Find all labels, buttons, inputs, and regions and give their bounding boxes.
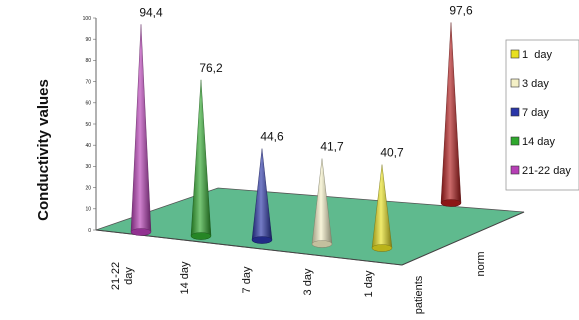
y-tick-label: 0 <box>88 228 91 234</box>
cone-body <box>190 79 212 240</box>
legend-label-7-day: 7 day <box>522 107 549 119</box>
value-label-1-day: 40,7 <box>380 146 404 160</box>
y-tick-label: 40 <box>85 143 91 149</box>
y-tick-label: 60 <box>85 101 91 107</box>
x-label-7-day: 7 day <box>241 266 253 293</box>
y-tick-label: 90 <box>85 37 91 43</box>
cone-norm <box>440 22 462 207</box>
legend-swatch-21-22-day <box>510 165 520 175</box>
cone-body <box>440 22 462 207</box>
depth-label-norm: norm <box>475 251 487 276</box>
y-axis-ticks: 0 10 20 30 40 50 60 70 80 90 100 <box>83 16 96 234</box>
data-labels: 40,7 41,7 44,6 76,2 94,4 97,6 <box>139 3 473 159</box>
cone-1-day <box>371 164 393 252</box>
x-label-14-day: 14 day <box>179 261 191 295</box>
x-label-3-day: 3 day <box>302 268 314 295</box>
legend-label-1-day: 1 day <box>522 49 552 61</box>
y-tick-label: 30 <box>85 164 91 170</box>
y-tick-label: 50 <box>85 122 91 128</box>
cone-7-day <box>251 148 273 244</box>
value-label-14-day: 76,2 <box>199 61 223 75</box>
cone-base <box>130 228 152 236</box>
legend-swatch-3-day <box>510 78 520 88</box>
legend: 1 day 3 day 7 day 14 day 21-22 day <box>505 39 579 191</box>
cone-14-day <box>190 79 212 240</box>
cone-base <box>440 199 462 207</box>
y-axis-title: Conductivity values <box>35 79 52 221</box>
cone-base <box>251 236 273 244</box>
cone-series <box>130 22 462 252</box>
depth-label-patients: patients <box>413 275 425 314</box>
value-label-7-day: 44,6 <box>260 130 284 144</box>
y-tick-label: 100 <box>83 16 92 22</box>
y-tick-label: 10 <box>85 207 91 213</box>
legend-swatch-1-day <box>510 49 520 59</box>
value-label-norm: 97,6 <box>449 3 473 17</box>
cone-base <box>190 232 212 240</box>
legend-swatch-14-day <box>510 136 520 146</box>
value-label-3-day: 41,7 <box>320 140 344 154</box>
x-label-21-22-day: 21-22day <box>110 262 135 290</box>
legend-label-21-22-day: 21-22 day <box>522 165 571 177</box>
depth-axis-labels: patients norm <box>413 251 487 314</box>
legend-swatch-7-day <box>510 107 520 117</box>
cone-21-22-day <box>130 24 152 236</box>
cone-3-day <box>311 158 333 248</box>
legend-label-14-day: 14 day <box>522 136 556 148</box>
cone-body <box>130 24 152 236</box>
y-tick-label: 70 <box>85 79 91 85</box>
y-tick-label: 20 <box>85 185 91 191</box>
x-axis-labels: 21-22day 14 day 7 day 3 day 1 day <box>110 261 375 297</box>
cone-base <box>371 244 393 252</box>
depth-axis-line <box>401 211 525 266</box>
cone-base <box>311 240 333 248</box>
value-label-21-22-day: 94,4 <box>139 5 163 19</box>
y-tick-label: 80 <box>85 58 91 64</box>
legend-label-3-day: 3 day <box>522 78 549 90</box>
x-axis-line <box>95 229 403 266</box>
x-label-1-day: 1 day <box>363 270 375 297</box>
